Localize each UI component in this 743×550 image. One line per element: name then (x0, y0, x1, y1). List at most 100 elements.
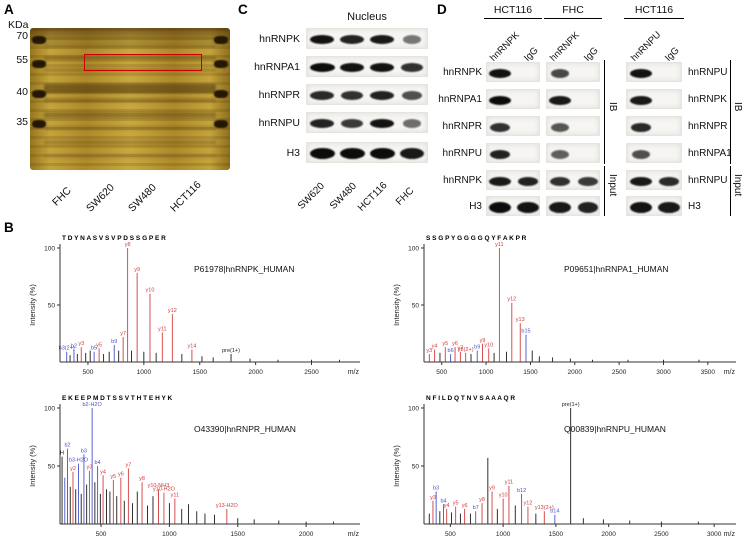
group-header-hct116: HCT116 (624, 4, 684, 19)
ion-label: y6 (462, 503, 468, 509)
blot-row-label: hnRNPA1 (254, 61, 300, 73)
y-tick-label: 100 (44, 406, 55, 413)
axes: 100 50 500 1000 1500 2000 2500 3000 m/z Intensity… (392, 404, 736, 538)
x-tick-label: 3500 (701, 369, 716, 376)
protein-accession: Q00839|hnRNPU_HUMAN (564, 424, 666, 434)
spectrum-hnrnpr: 100 50 500 1000 1500 2000 m/z Intensity (%) E K … (28, 395, 360, 538)
blot-strip (486, 116, 540, 136)
x-tick-label: 2000 (299, 531, 314, 538)
blot-row-label: hnRNPU (688, 175, 728, 186)
ion-label: y4 (432, 343, 438, 349)
ion-label: b2 (71, 343, 77, 349)
blot-strip (546, 89, 600, 109)
ion-label: y9 (480, 338, 486, 344)
x-tick-label: 1500 (231, 531, 246, 538)
input-bracket (730, 166, 731, 216)
ib-bracket (730, 60, 731, 164)
marker-band (32, 36, 46, 44)
blot-band (370, 91, 394, 100)
panel-c: C Nucleus hnRNPK hnRNPA1 hnRNPR hnRNPU H3 SW6… (236, 0, 436, 220)
peptide-sequence: T D Y N A S V S V P D S S G P E R (62, 235, 166, 242)
panel-d: D HCT116 FHC hnRNPK IgG hnRNPK IgG hnRNPK hnRNP… (436, 0, 743, 220)
ion-label: y4 (444, 503, 450, 509)
blot-strip (626, 89, 682, 109)
ion-label: y8 (479, 497, 485, 503)
blot-band (489, 176, 511, 186)
peaks (61, 408, 334, 524)
panel-d-letter: D (437, 2, 447, 17)
kda-marker-70: 70 (16, 30, 28, 42)
ion-label: y3 (78, 341, 84, 347)
blot-band (309, 148, 335, 159)
ion-label: b2-H2O (83, 402, 103, 408)
ip-lane-label-hnrnpk: hnRNPK (488, 29, 522, 64)
x-tick-label: 1500 (523, 369, 538, 376)
blot-row-label: hnRNPU (258, 117, 300, 129)
blot-band (310, 119, 334, 128)
group-header-fhc: FHC (544, 4, 602, 19)
ion-label: b4 (95, 460, 101, 466)
ion-label: b9 (474, 345, 480, 351)
blot-row-label: hnRNPR (258, 89, 300, 101)
x-tick-label: 1000 (162, 531, 177, 538)
group-header-hct116: HCT116 (484, 4, 542, 19)
ion-label: b3(2+) (59, 346, 75, 352)
lane-label-sw620: SW620 (296, 180, 327, 212)
ib-bracket (604, 60, 605, 164)
nucleus-title: Nucleus (347, 11, 387, 23)
blot-band (630, 201, 652, 213)
x-tick-label: 1000 (496, 531, 511, 538)
blot-band (369, 119, 395, 128)
blot-strip (626, 62, 682, 82)
blot-band (369, 63, 395, 72)
blot-band (630, 122, 652, 132)
gel-band (44, 98, 216, 102)
x-tick-label: 500 (83, 369, 94, 376)
blot-strip (486, 62, 540, 82)
blot-row-label: H3 (688, 201, 701, 212)
blot-strip (626, 196, 682, 216)
kda-marker-55: 55 (16, 54, 28, 66)
x-axis-title: m/z (724, 369, 736, 376)
blot-band (578, 176, 598, 186)
ion-label: b3 (433, 486, 439, 492)
axes: 100 50 500 1000 1500 2000 m/z Intensity (%) (28, 404, 360, 538)
axes: 100 50 500 1000 1500 2000 2500 m/z Intensity (%) (28, 244, 360, 376)
blot-strip (306, 112, 428, 133)
peaks (428, 248, 700, 362)
marker-band (214, 60, 228, 68)
blot-band (402, 35, 422, 44)
blot-row-label: hnRNPU (688, 67, 728, 78)
x-tick-label: 2000 (601, 531, 616, 538)
input-label: Input (607, 174, 618, 197)
blot-band (630, 176, 652, 186)
ion-label: y13 (516, 317, 525, 323)
ion-label: y11 (171, 492, 179, 498)
lane-label-sw620: SW620 (84, 181, 117, 215)
lane-label-sw480: SW480 (126, 181, 159, 215)
blot-band (402, 119, 422, 128)
silver-stained-gel (30, 28, 230, 170)
x-tick-label: 3000 (656, 369, 671, 376)
x-tick-label: 2500 (304, 369, 319, 376)
x-tick-label: 2000 (248, 369, 263, 376)
ip-lane-label-igg: IgG (582, 45, 601, 64)
kda-marker-40: 40 (16, 86, 28, 98)
x-tick-label: 1500 (192, 369, 207, 376)
blot-strip (486, 196, 540, 216)
ion-label: b6 (448, 348, 454, 354)
blot-strip (546, 143, 600, 163)
panel-b: B 100 50 500 1000 1500 2000 2500 m/z Intensity (… (0, 220, 743, 550)
marker-band (214, 36, 228, 44)
ion-label: b14 (550, 509, 559, 515)
ion-label: y5 (442, 341, 448, 347)
blot-band (658, 176, 680, 186)
ip-lane-label-hnrnpu: hnRNPU (629, 29, 664, 64)
blot-strip (306, 142, 428, 163)
ion-label: y5 (453, 501, 459, 507)
y-axis-title: Intensity (%) (28, 445, 37, 487)
